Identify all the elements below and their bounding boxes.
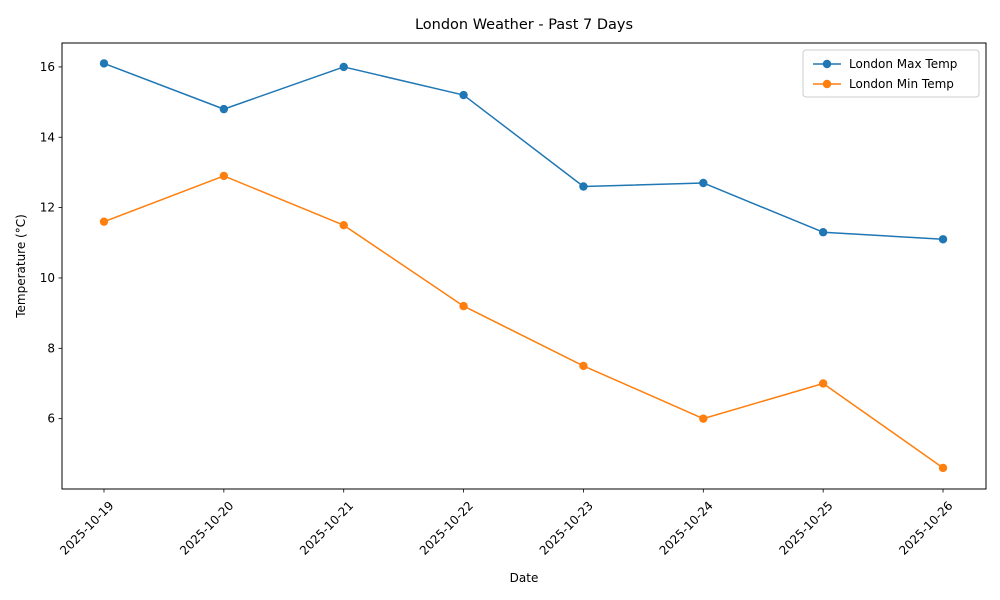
series-line-max-temp (103, 62, 944, 241)
legend-marker (822, 59, 832, 69)
x-axis-label: Date (510, 571, 539, 585)
data-point (339, 62, 348, 72)
legend-label: London Max Temp (849, 57, 957, 71)
data-point (339, 220, 348, 230)
data-point (938, 235, 948, 244)
data-point (579, 182, 588, 191)
y-axis-label: Temperature (°C) (14, 214, 28, 319)
data-point (219, 104, 229, 114)
data-point (818, 379, 828, 388)
y-tick-label: 8 (47, 341, 55, 355)
legend: London Max Temp London Min Temp (802, 49, 980, 98)
data-point (579, 361, 588, 371)
y-tick-label: 10 (40, 271, 55, 285)
plot-frame (61, 42, 987, 490)
data-point (699, 178, 708, 188)
data-point (459, 90, 468, 100)
y-tick-label: 12 (40, 201, 55, 215)
data-point (938, 463, 948, 473)
y-tick-label: 6 (47, 412, 55, 426)
legend-marker (822, 79, 832, 89)
data-point (699, 414, 708, 423)
series-line-min-temp (103, 175, 944, 469)
chart-title: London Weather - Past 7 Days (415, 17, 633, 33)
data-point (219, 171, 229, 181)
data-point (99, 217, 109, 226)
y-tick-label: 14 (40, 130, 55, 144)
y-tick-label: 16 (40, 60, 55, 74)
data-point (818, 228, 828, 237)
legend-label: London Min Temp (849, 77, 954, 91)
data-point (99, 59, 109, 68)
legend-box (802, 49, 980, 98)
data-point (459, 301, 468, 311)
